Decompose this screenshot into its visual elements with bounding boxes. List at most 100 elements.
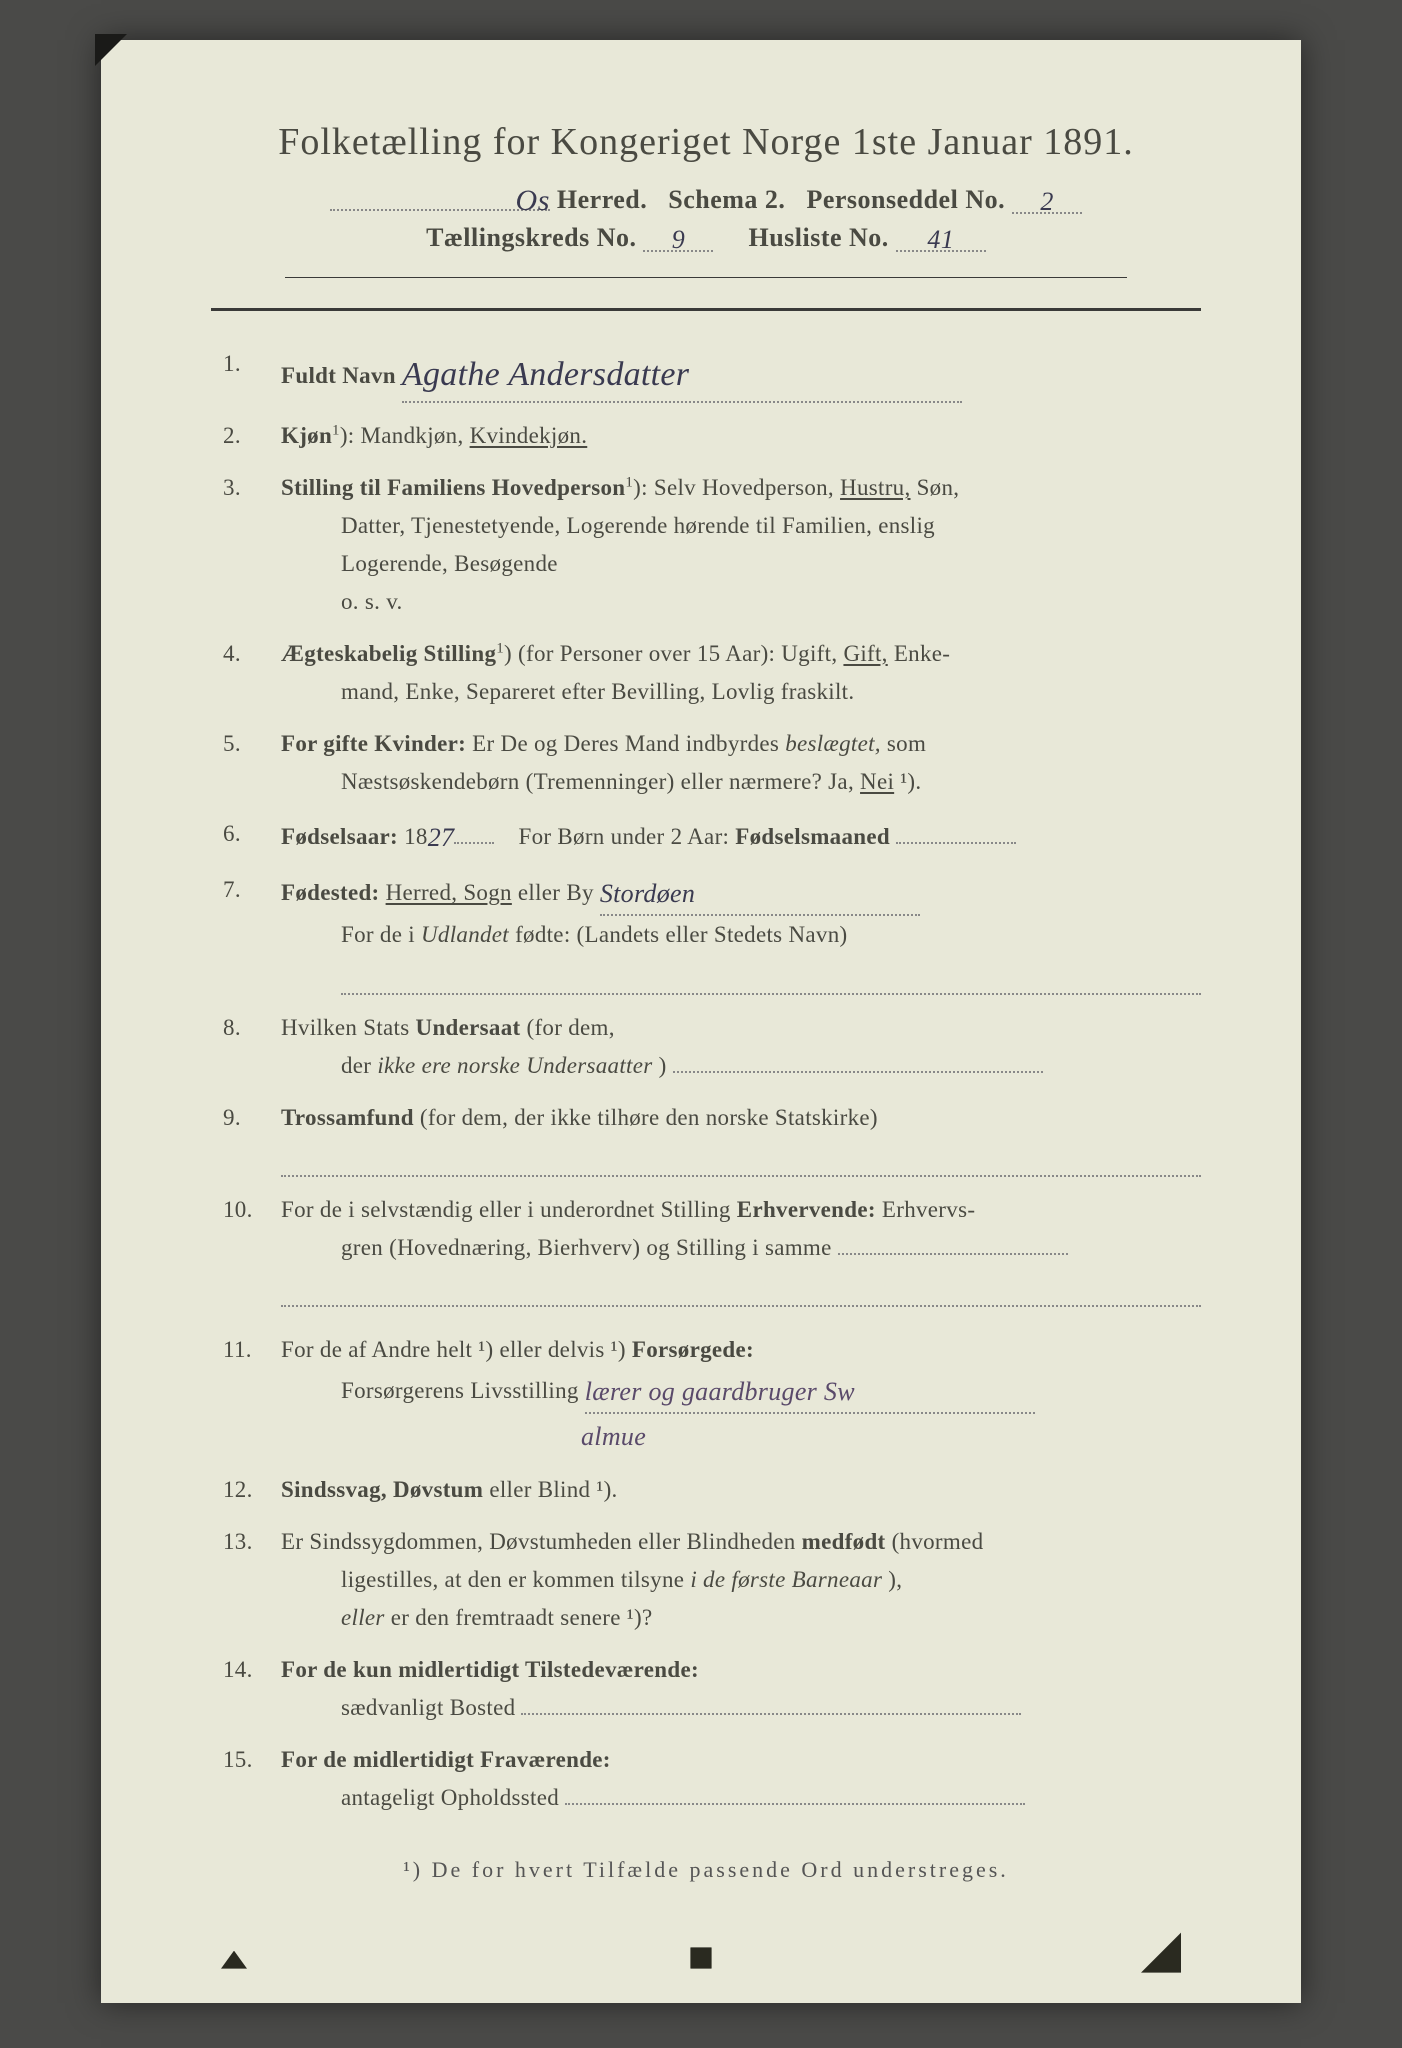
q10-l1b: Erhvervs- xyxy=(882,1197,975,1222)
q7-field: Stordøen xyxy=(600,871,920,916)
q10-fill1 xyxy=(838,1253,1068,1255)
husliste-label: Husliste No. xyxy=(748,223,888,252)
mark-bottom-mid xyxy=(680,1936,722,1978)
q3-t1a: Selv Hovedperson, xyxy=(654,475,840,500)
q15-l2wrap: antageligt Opholdssted xyxy=(281,1779,1201,1817)
q5: For gifte Kvinder: Er De og Deres Mand i… xyxy=(281,725,1201,801)
q7-opts: Herred, Sogn xyxy=(386,880,512,905)
kreds-label: Tællingskreds No. xyxy=(426,223,636,252)
q14-l2wrap: sædvanligt Bosted xyxy=(281,1689,1201,1727)
q11: For de af Andre helt ¹) eller delvis ¹) … xyxy=(281,1331,1201,1457)
personseddel-label: Personseddel No. xyxy=(806,185,1005,214)
q3-l3: Logerende, Besøgende xyxy=(281,545,1201,583)
question-list: Fuldt Navn Agathe Andersdatter Kjøn1): M… xyxy=(211,345,1201,1817)
q13: Er Sindssygdommen, Døvstumheden eller Bl… xyxy=(281,1523,1201,1637)
q13-l2: ligestilles, at den er kommen tilsyne i … xyxy=(281,1561,1201,1599)
q3-l4: o. s. v. xyxy=(281,583,1201,621)
q12-label: Sindssvag, Døvstum xyxy=(281,1477,483,1502)
q13-l3a: eller xyxy=(341,1605,385,1630)
q6: Fødselsaar: 1827 For Børn under 2 Aar: F… xyxy=(281,815,1201,858)
q5-l2: Næstsøskendebørn (Tremenninger) eller næ… xyxy=(281,763,1201,801)
q8-fill xyxy=(673,1071,1043,1073)
q4-rest1: Enke- xyxy=(894,641,950,666)
husliste-field: 41 xyxy=(896,223,986,252)
q6-year: 27 xyxy=(428,823,455,852)
footnote: ¹) De for hvert Tilfælde passende Ord un… xyxy=(211,1857,1201,1883)
q11-value2: almue xyxy=(581,1422,646,1451)
q5-t2: som xyxy=(887,731,926,756)
q15-l2: antageligt Opholdssted xyxy=(341,1785,559,1810)
q2-opt1: Mandkjøn, xyxy=(361,423,470,448)
q2-selected: Kvindekjøn. xyxy=(470,423,588,448)
q11-bold: Forsørgede: xyxy=(632,1337,754,1362)
q10-l2wrap: gren (Hovednæring, Bierhverv) og Stillin… xyxy=(281,1229,1201,1267)
q13-l2b: ), xyxy=(888,1567,902,1592)
q7-t1: eller By xyxy=(518,880,594,905)
q7-value: Stordøen xyxy=(600,879,695,908)
q8-l2b: ) xyxy=(659,1053,667,1078)
q3-selected: Hustru, xyxy=(840,475,910,500)
q4-l2: mand, Enke, Separeret efter Bevilling, L… xyxy=(281,673,1201,711)
q5-i1: beslægtet, xyxy=(785,731,881,756)
q1-label: Fuldt Navn xyxy=(281,363,396,388)
mark-bottom-right xyxy=(1131,1923,1181,1973)
q11-value: lærer og gaardbruger Sw xyxy=(585,1377,855,1406)
q13-l1: Er Sindssygdommen, Døvstumheden eller Bl… xyxy=(281,1529,802,1554)
q6-yearprefix: 18 xyxy=(404,824,428,849)
q7-l2b: fødte: (Landets eller Stedets Navn) xyxy=(515,922,847,947)
q8-l2a: der xyxy=(341,1053,377,1078)
q9-blank xyxy=(281,1143,1201,1178)
q5-selected: Nei xyxy=(860,769,894,794)
q15-label: For de midlertidigt Fraværende: xyxy=(281,1747,611,1772)
q3: Stilling til Familiens Hovedperson1): Se… xyxy=(281,469,1201,621)
q11-l1: For de af Andre helt ¹) eller delvis ¹) xyxy=(281,1337,632,1362)
q8-l2: der ikke ere norske Undersaatter ) xyxy=(281,1047,1201,1085)
q13-l3: eller er den fremtraadt senere ¹)? xyxy=(281,1599,1201,1637)
q12-text: eller Blind ¹). xyxy=(489,1477,617,1502)
schema-label: Schema 2. xyxy=(668,185,785,214)
header-row-2: Tællingskreds No. 9 Husliste No. 41 xyxy=(211,223,1201,253)
q10-gap xyxy=(281,1307,1201,1317)
q10-bold: Erhvervende: xyxy=(737,1197,876,1222)
q4-paren: (for Personer over 15 Aar): Ugift, xyxy=(518,641,843,666)
q2: Kjøn1): Mandkjøn, Kvindekjøn. xyxy=(281,417,1201,455)
q15: For de midlertidigt Fraværende: antageli… xyxy=(281,1741,1201,1817)
personseddel-field: 2 xyxy=(1012,185,1082,214)
q14-fill xyxy=(521,1713,1021,1715)
personseddel-value: 2 xyxy=(1040,187,1054,216)
q13-l1b: (hvormed xyxy=(892,1529,984,1554)
q5-label: For gifte Kvinder: xyxy=(281,731,466,756)
q9-text: (for dem, der ikke tilhøre den norske St… xyxy=(420,1105,878,1130)
q8-l1b: (for dem, xyxy=(527,1015,615,1040)
q3-t1b: Søn, xyxy=(917,475,960,500)
q12: Sindssvag, Døvstum eller Blind ¹). xyxy=(281,1471,1201,1509)
q7-ital: Udlandet xyxy=(421,922,509,947)
q9: Trossamfund (for dem, der ikke tilhøre d… xyxy=(281,1099,1201,1177)
q7-label: Fødested: xyxy=(281,880,380,905)
q8-l1: Hvilken Stats xyxy=(281,1015,416,1040)
q10: For de i selvstændig eller i underordnet… xyxy=(281,1191,1201,1317)
q7-blank xyxy=(341,960,1201,995)
main-title: Folketælling for Kongeriget Norge 1ste J… xyxy=(211,120,1201,164)
q13-bold: medfødt xyxy=(802,1529,886,1554)
q7-l2a: For de i xyxy=(341,922,421,947)
header-divider xyxy=(285,277,1127,278)
census-form-page: Folketælling for Kongeriget Norge 1ste J… xyxy=(101,40,1301,2003)
herred-field: Os xyxy=(330,182,550,211)
header-row-1: Os Herred. Schema 2. Personseddel No. 2 xyxy=(211,182,1201,215)
q6-yearfill xyxy=(454,842,494,844)
q2-label: Kjøn xyxy=(281,423,332,448)
q3-label: Stilling til Familiens Hovedperson xyxy=(281,475,625,500)
q4: Ægteskabelig Stilling1) (for Personer ov… xyxy=(281,635,1201,711)
q6-label: Fødselsaar: xyxy=(281,824,398,849)
q11-l3wrap: almue xyxy=(281,1414,1201,1457)
q8-bold: Undersaat xyxy=(416,1015,521,1040)
q14-l2: sædvanligt Bosted xyxy=(341,1695,515,1720)
q8: Hvilken Stats Undersaat (for dem, der ik… xyxy=(281,1009,1201,1085)
q7-l2: For de i Udlandet fødte: (Landets eller … xyxy=(281,916,1201,954)
kreds-field: 9 xyxy=(643,223,713,252)
q6-t2: For Børn under 2 Aar: xyxy=(519,824,736,849)
q13-l2a: ligestilles, at den er kommen tilsyne xyxy=(341,1567,690,1592)
q14-label: For de kun midlertidigt Tilstedeværende: xyxy=(281,1657,699,1682)
q4-label: Ægteskabelig Stilling xyxy=(281,641,496,666)
